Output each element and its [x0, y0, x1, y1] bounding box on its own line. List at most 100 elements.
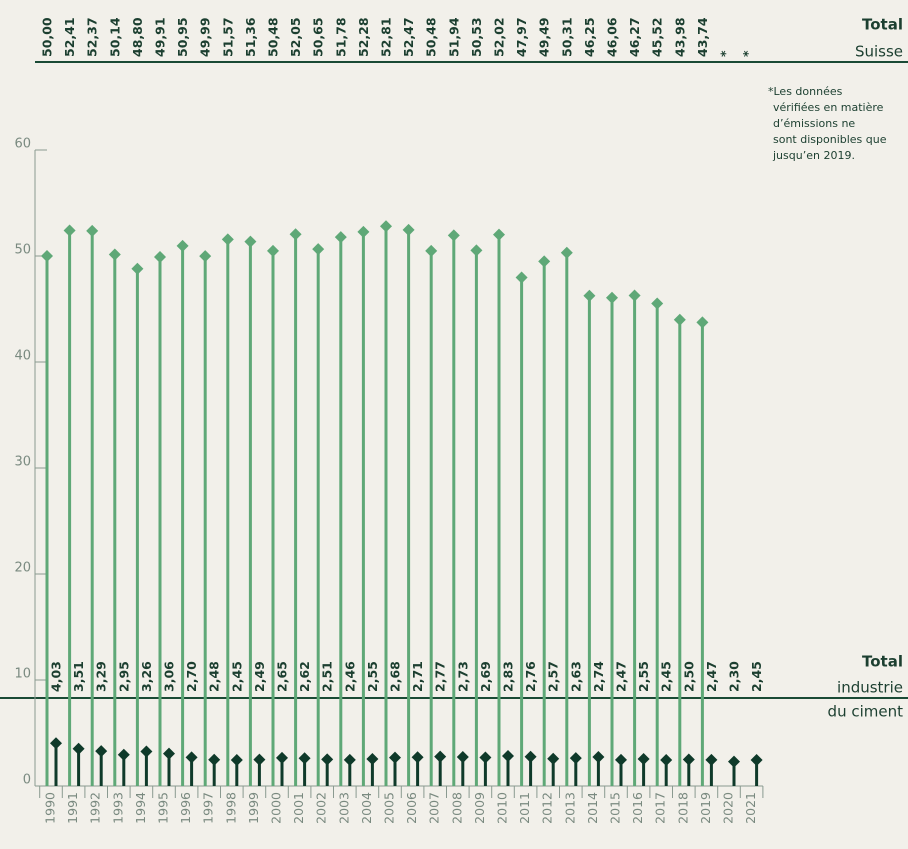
x-tick-label: 2020 — [721, 792, 736, 824]
diamond — [547, 752, 560, 765]
x-tick-label: 2003 — [336, 792, 351, 824]
diamond — [538, 255, 551, 268]
value-label: 48,80 — [130, 17, 145, 57]
value-label: 51,57 — [220, 17, 235, 57]
diamond — [583, 289, 596, 302]
value-label: 52,47 — [401, 17, 416, 57]
x-tick-label: 2019 — [698, 792, 713, 824]
value-label: 2,65 — [275, 661, 290, 692]
value-label: 2,45 — [749, 661, 764, 692]
diamond — [515, 271, 528, 284]
value-label: 3,06 — [162, 661, 177, 692]
value-label: 4,03 — [49, 661, 64, 692]
value-label: 2,62 — [297, 661, 312, 692]
diamond — [750, 754, 763, 767]
y-tick-label: 40 — [14, 349, 31, 364]
value-label: 43,98 — [672, 17, 687, 57]
value-label: 2,45 — [659, 661, 674, 692]
value-label: 2,70 — [184, 661, 199, 692]
value-label: 49,91 — [153, 17, 168, 57]
diamond — [389, 751, 401, 764]
diamond — [86, 224, 99, 237]
note: vérifiées en matière — [773, 101, 884, 114]
value-label: 52,05 — [288, 17, 303, 57]
diamond — [628, 289, 641, 302]
value-label: 3,51 — [71, 661, 86, 692]
value-label: 47,97 — [514, 17, 529, 57]
diamond — [253, 753, 266, 766]
x-tick-label: 1998 — [223, 792, 238, 824]
diamond — [312, 243, 325, 256]
value-label: 51,36 — [243, 17, 258, 57]
value-label: 2,71 — [410, 661, 425, 692]
diamond — [673, 313, 686, 326]
value-label: 2,45 — [229, 661, 244, 692]
x-tick-label: 1999 — [246, 792, 261, 824]
value-label: 52,81 — [379, 17, 394, 57]
diamond — [208, 753, 221, 766]
value-label: 51,78 — [333, 17, 348, 57]
diamond — [705, 753, 718, 766]
diamond — [660, 754, 673, 767]
value-label: 46,25 — [582, 17, 597, 57]
value-label: 46,06 — [605, 17, 620, 57]
value-label: 2,49 — [252, 661, 267, 692]
diamond — [343, 753, 356, 766]
diamond — [682, 753, 695, 766]
value-label: 2,48 — [207, 661, 222, 692]
diamond — [592, 750, 605, 763]
diamond — [615, 753, 627, 766]
legend-title: Total — [862, 653, 903, 671]
diamond — [131, 262, 144, 275]
note: d’émissions ne — [773, 117, 855, 130]
diamond — [637, 752, 650, 765]
x-tick-label: 2001 — [291, 792, 306, 824]
value-label: 50,65 — [311, 17, 326, 57]
diamond — [334, 231, 347, 244]
legend-label: Suisse — [855, 43, 903, 61]
diamond — [366, 752, 379, 765]
value-label: 50,95 — [175, 17, 190, 57]
diamond — [289, 228, 302, 241]
x-tick-label: 2009 — [472, 792, 487, 824]
x-tick-label: 1993 — [110, 792, 125, 824]
diamond — [199, 250, 212, 263]
x-tick-label: 2000 — [269, 792, 284, 824]
value-label: 2,30 — [727, 661, 742, 692]
diamond — [479, 751, 492, 764]
note: jusqu’en 2019. — [772, 149, 855, 162]
diamond — [502, 750, 514, 763]
note: sont disponibles que — [773, 133, 887, 146]
diamond — [651, 297, 664, 310]
x-tick-label: 2002 — [314, 792, 329, 824]
diamond — [72, 742, 85, 755]
diamond — [108, 248, 121, 261]
x-tick-label: 2007 — [427, 792, 442, 824]
value-label: 50,53 — [469, 17, 484, 57]
diamond — [560, 246, 573, 259]
diamond — [696, 316, 709, 329]
diamond — [456, 751, 469, 764]
value-label: 2,50 — [681, 661, 696, 692]
x-tick-label: 2017 — [653, 792, 668, 824]
value-label: 2,46 — [342, 661, 357, 692]
diamond — [493, 228, 505, 241]
y-tick-label: 30 — [14, 455, 31, 470]
diamond — [402, 223, 415, 236]
value-label: 2,77 — [433, 661, 448, 692]
value-label: 2,55 — [365, 661, 380, 692]
value-label: 50,48 — [266, 17, 281, 57]
value-label: 2,73 — [455, 661, 470, 692]
diamond — [221, 233, 234, 246]
value-label: 51,94 — [446, 17, 461, 57]
x-tick-label: 2018 — [675, 792, 690, 824]
diamond — [50, 737, 62, 750]
diamond — [63, 224, 76, 237]
value-label: 2,63 — [568, 661, 583, 692]
diamond — [434, 750, 447, 763]
y-tick-label: 0 — [23, 773, 31, 788]
legend-title: Total — [862, 16, 903, 34]
x-tick-label: 1995 — [156, 792, 171, 824]
diamond — [185, 751, 198, 764]
x-tick-label: 2010 — [495, 792, 510, 824]
